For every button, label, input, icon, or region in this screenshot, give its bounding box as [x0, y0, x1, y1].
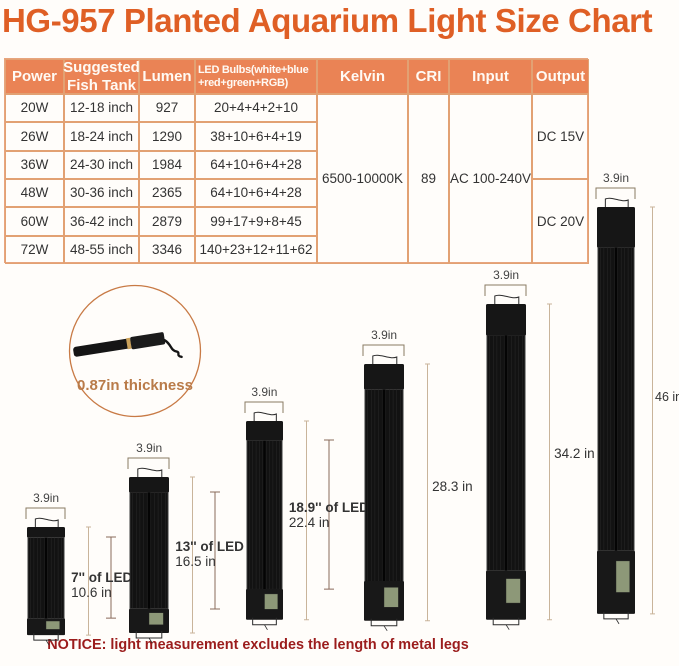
svg-text:0.87in thickness: 0.87in thickness [77, 377, 193, 394]
